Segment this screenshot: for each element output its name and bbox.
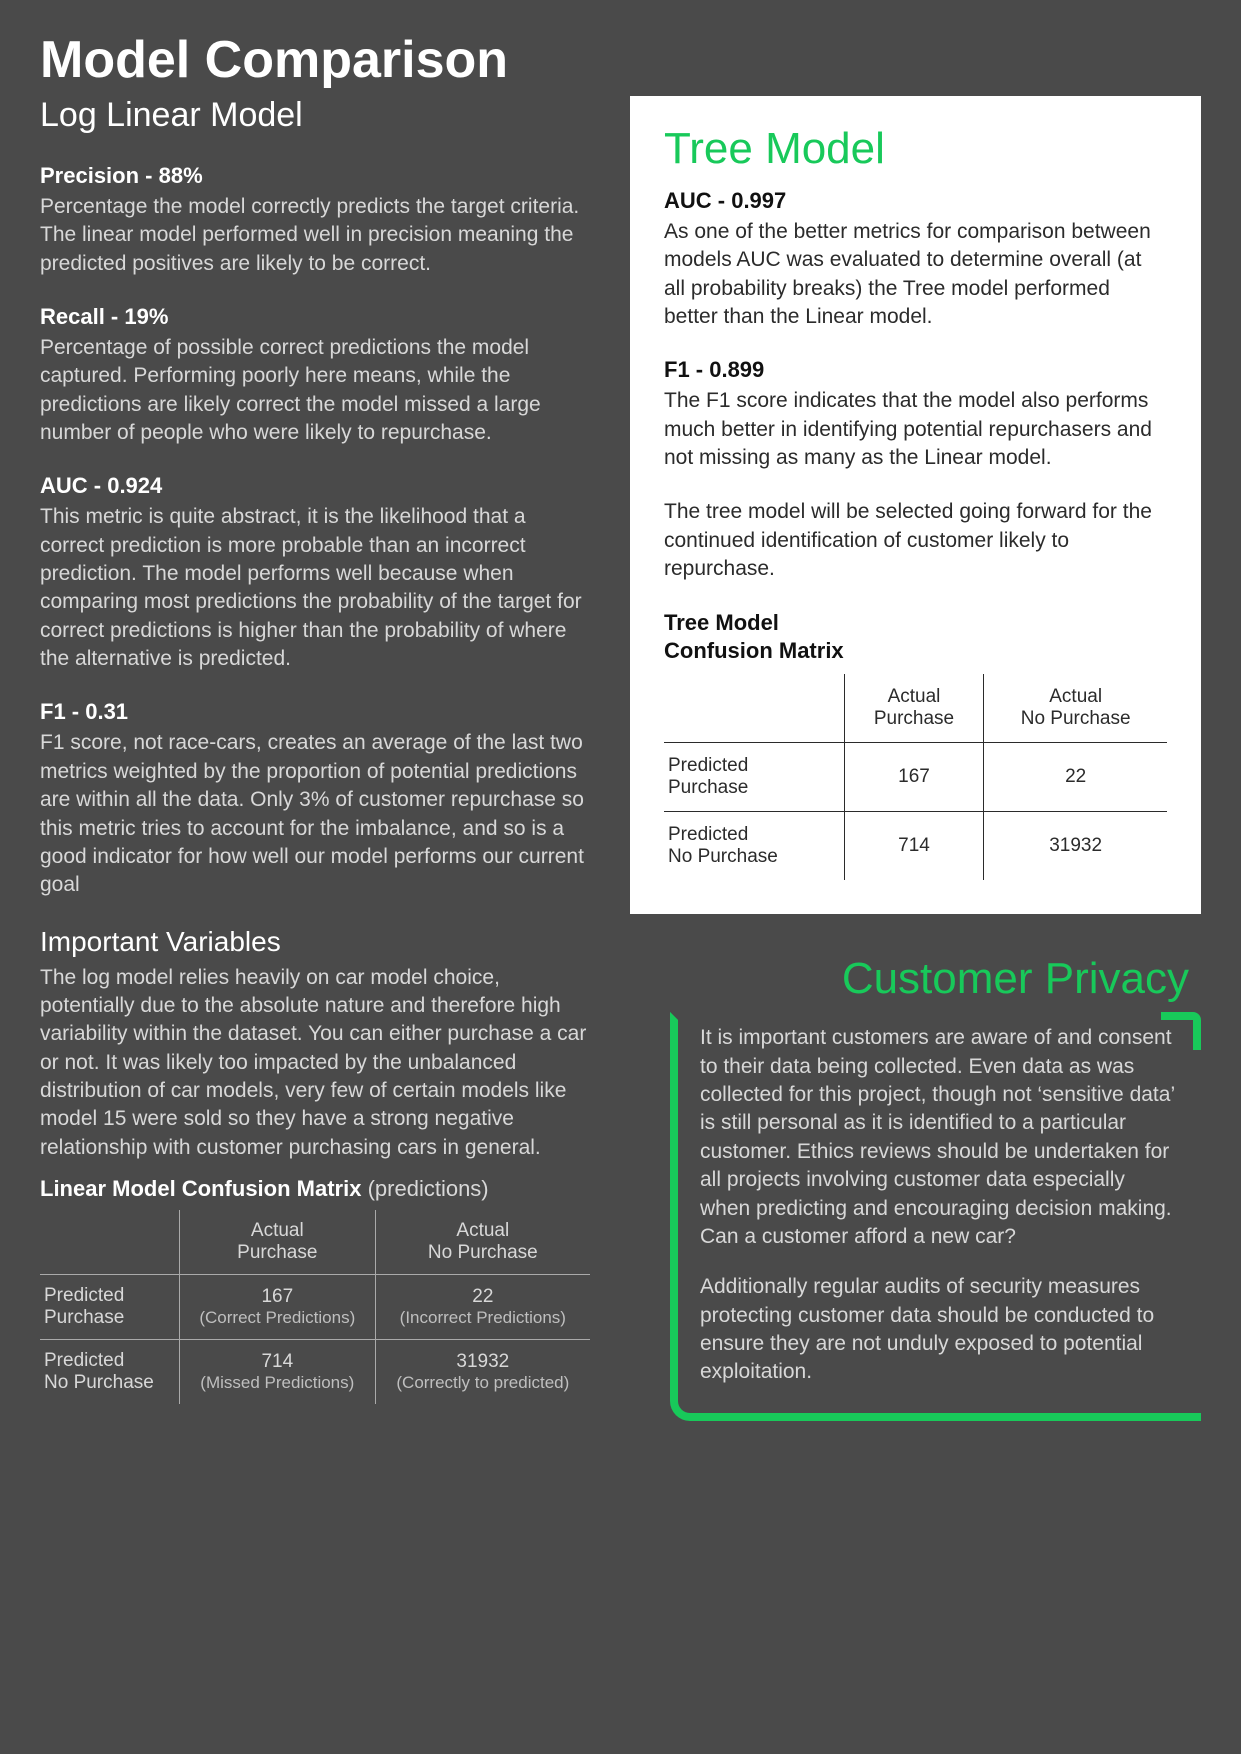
tree-confusion-matrix: Actual Purchase Actual No Purchase Predi… [664,674,1167,880]
metric-desc: Percentage of possible correct predictio… [40,334,590,447]
tree-conclusion: The tree model will be selected going fo… [664,498,1167,583]
cm-row-header: Predicted Purchase [40,1274,179,1339]
table-row: Predicted No Purchase 714 (Missed Predic… [40,1339,590,1404]
right-column: Tree Model AUC - 0.997 As one of the bet… [630,96,1201,1421]
cm-row-header: Predicted No Purchase [664,812,844,881]
linear-model-column: Log Linear Model Precision - 88% Percent… [40,96,590,1421]
cm-cell: 22 (Incorrect Predictions) [375,1274,590,1339]
table-row: Predicted Purchase 167 (Correct Predicti… [40,1274,590,1339]
privacy-paragraph: It is important customers are aware of a… [700,1024,1179,1251]
border-hook-decoration [1161,1012,1201,1020]
metric-recall: Recall - 19% Percentage of possible corr… [40,304,590,447]
cm-cell: 167 [844,743,984,812]
cm-sublabel: (Missed Predictions) [186,1373,369,1393]
tree-heading: Tree Model [664,124,1167,174]
linear-cm-title: Linear Model Confusion Matrix (predictio… [40,1176,590,1202]
cm-cell: 22 [984,743,1167,812]
cm-col-header: Actual No Purchase [375,1210,590,1275]
metric-f1: F1 - 0.31 F1 score, not race-cars, creat… [40,699,590,899]
cm-value: 22 [472,1286,493,1307]
metric-title: Precision - 88% [40,163,590,189]
metric-title: AUC - 0.997 [664,188,1167,214]
cm-cell: 167 (Correct Predictions) [179,1274,375,1339]
cm-col-header: Actual Purchase [179,1210,375,1275]
cm-row-header: Predicted Purchase [664,743,844,812]
table-row: Predicted Purchase 167 22 [664,743,1167,812]
linear-heading: Log Linear Model [40,96,590,135]
metric-auc: AUC - 0.924 This metric is quite abstrac… [40,473,590,673]
customer-privacy-section: Customer Privacy It is important custome… [630,954,1201,1420]
cm-cell: 31932 (Correctly to predicted) [375,1339,590,1404]
metric-desc: Percentage the model correctly predicts … [40,193,590,278]
important-variables-heading: Important Variables [40,926,590,958]
cm-sublabel: (Correctly to predicted) [382,1373,584,1393]
tree-cm-title: Tree Model Confusion Matrix [664,609,1167,664]
cm-cell: 714 (Missed Predictions) [179,1339,375,1404]
tree-cm-title-line2: Confusion Matrix [664,638,844,663]
privacy-heading: Customer Privacy [670,954,1201,1004]
linear-cm-title-strong: Linear Model Confusion Matrix [40,1176,361,1201]
metric-title: F1 - 0.899 [664,357,1167,383]
tree-cm-title-line1: Tree Model [664,610,779,635]
cm-cell: 714 [844,812,984,881]
metric-desc: The F1 score indicates that the model al… [664,387,1167,472]
important-variables-desc: The log model relies heavily on car mode… [40,964,590,1162]
cm-col-header: Actual Purchase [844,674,984,743]
metric-precision: Precision - 88% Percentage the model cor… [40,163,590,278]
linear-confusion-matrix: Actual Purchase Actual No Purchase Predi… [40,1210,590,1404]
privacy-paragraph: Additionally regular audits of security … [700,1273,1179,1386]
table-row: Predicted No Purchase 714 31932 [664,812,1167,881]
privacy-callout-box: It is important customers are aware of a… [670,1012,1201,1420]
cm-value: 167 [261,1286,293,1307]
cm-row-header: Predicted No Purchase [40,1339,179,1404]
metric-desc: F1 score, not race-cars, creates an aver… [40,729,590,899]
metric-desc: As one of the better metrics for compari… [664,218,1167,331]
tree-model-card: Tree Model AUC - 0.997 As one of the bet… [630,96,1201,914]
cm-sublabel: (Correct Predictions) [186,1308,369,1328]
cm-sublabel: (Incorrect Predictions) [382,1308,584,1328]
metric-desc: This metric is quite abstract, it is the… [40,503,590,673]
metric-title: AUC - 0.924 [40,473,590,499]
cm-value: 714 [261,1351,293,1372]
privacy-body: It is important customers are aware of a… [700,1024,1179,1386]
linear-cm-title-light: (predictions) [361,1176,488,1201]
cm-value: 31932 [456,1351,509,1372]
metric-title: Recall - 19% [40,304,590,330]
two-column-layout: Log Linear Model Precision - 88% Percent… [40,96,1201,1421]
metric-title: F1 - 0.31 [40,699,590,725]
page-title: Model Comparison [40,30,1201,90]
cm-cell: 31932 [984,812,1167,881]
cm-col-header: Actual No Purchase [984,674,1167,743]
